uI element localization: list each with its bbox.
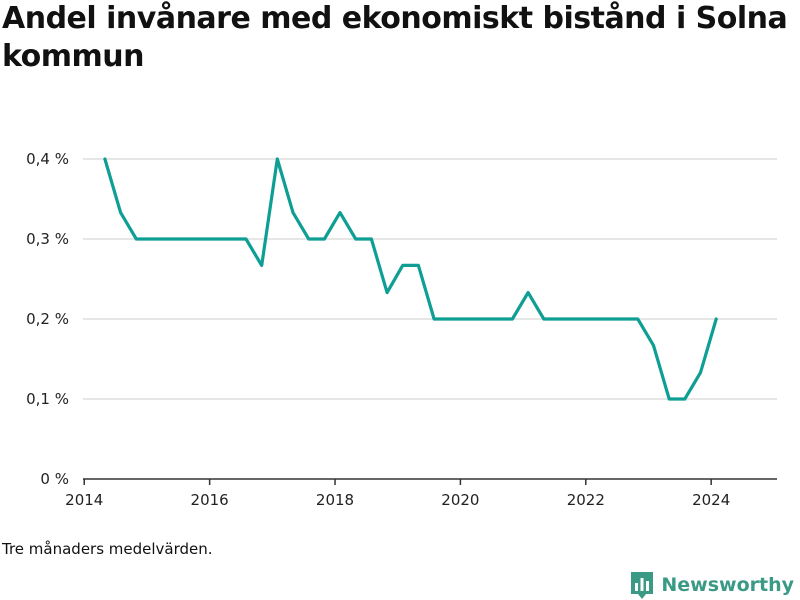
y-tick-label: 0,3 %: [26, 230, 69, 248]
data-point: [182, 237, 185, 241]
data-point: [542, 317, 545, 321]
data-point: [667, 397, 671, 401]
data-point: [307, 237, 310, 241]
brand-name: Newsworthy: [661, 574, 794, 596]
y-tick-label: 0,1 %: [26, 390, 69, 408]
y-tick-label: 0,4 %: [26, 150, 69, 168]
data-point: [448, 317, 451, 321]
data-point: [432, 317, 436, 321]
data-point: [495, 317, 498, 321]
data-point: [511, 317, 514, 321]
y-tick-label: 0,2 %: [26, 310, 69, 328]
chart-title: Andel invånare med ekonomiskt bistånd i …: [2, 1, 788, 74]
x-axis: 2014 2016 2018 2020 2022 2024: [65, 478, 777, 509]
data-point: [558, 317, 561, 321]
data-point: [103, 157, 107, 161]
gridlines: [83, 158, 777, 400]
x-tick-label: 2020: [441, 491, 479, 509]
data-point: [370, 237, 373, 241]
data-point: [620, 317, 624, 321]
x-tick-label: 2016: [191, 491, 229, 509]
data-point: [605, 317, 608, 321]
data-point: [636, 317, 640, 321]
data-point: [479, 317, 483, 321]
data-point: [652, 344, 655, 347]
data-point: [150, 237, 154, 241]
x-tick-label: 2024: [692, 491, 730, 509]
data-point: [229, 237, 232, 241]
data-point: [291, 211, 295, 214]
data-point: [385, 291, 389, 294]
data-point: [323, 237, 326, 241]
series-line: [103, 157, 718, 401]
data-point: [244, 237, 248, 241]
chart-note: Tre månaders medelvärden.: [2, 540, 213, 558]
data-point: [699, 371, 702, 374]
y-axis-ticks: 0 % 0,1 % 0,2 % 0,3 % 0,4 %: [26, 150, 69, 488]
bar-chart-logo-icon: [631, 572, 654, 599]
y-tick-label: 0 %: [40, 470, 69, 488]
data-point: [338, 211, 342, 214]
data-point: [213, 237, 216, 241]
data-point: [354, 237, 357, 241]
data-point: [135, 237, 138, 241]
x-tick-label: 2018: [316, 491, 354, 509]
data-point: [573, 317, 577, 321]
x-tick-label: 2022: [567, 491, 605, 509]
data-point: [401, 264, 404, 267]
data-point: [683, 397, 687, 401]
data-point: [166, 237, 169, 241]
data-point: [197, 237, 201, 241]
data-point: [526, 291, 530, 294]
brand-logo[interactable]: Newsworthy: [629, 570, 794, 600]
data-point: [589, 317, 593, 321]
data-point: [276, 157, 279, 161]
data-point: [714, 317, 718, 321]
x-tick-label: 2014: [65, 491, 103, 509]
data-series: [103, 157, 718, 401]
data-point: [417, 264, 420, 267]
data-point: [119, 211, 122, 214]
data-point: [464, 317, 467, 321]
data-point: [260, 264, 263, 267]
